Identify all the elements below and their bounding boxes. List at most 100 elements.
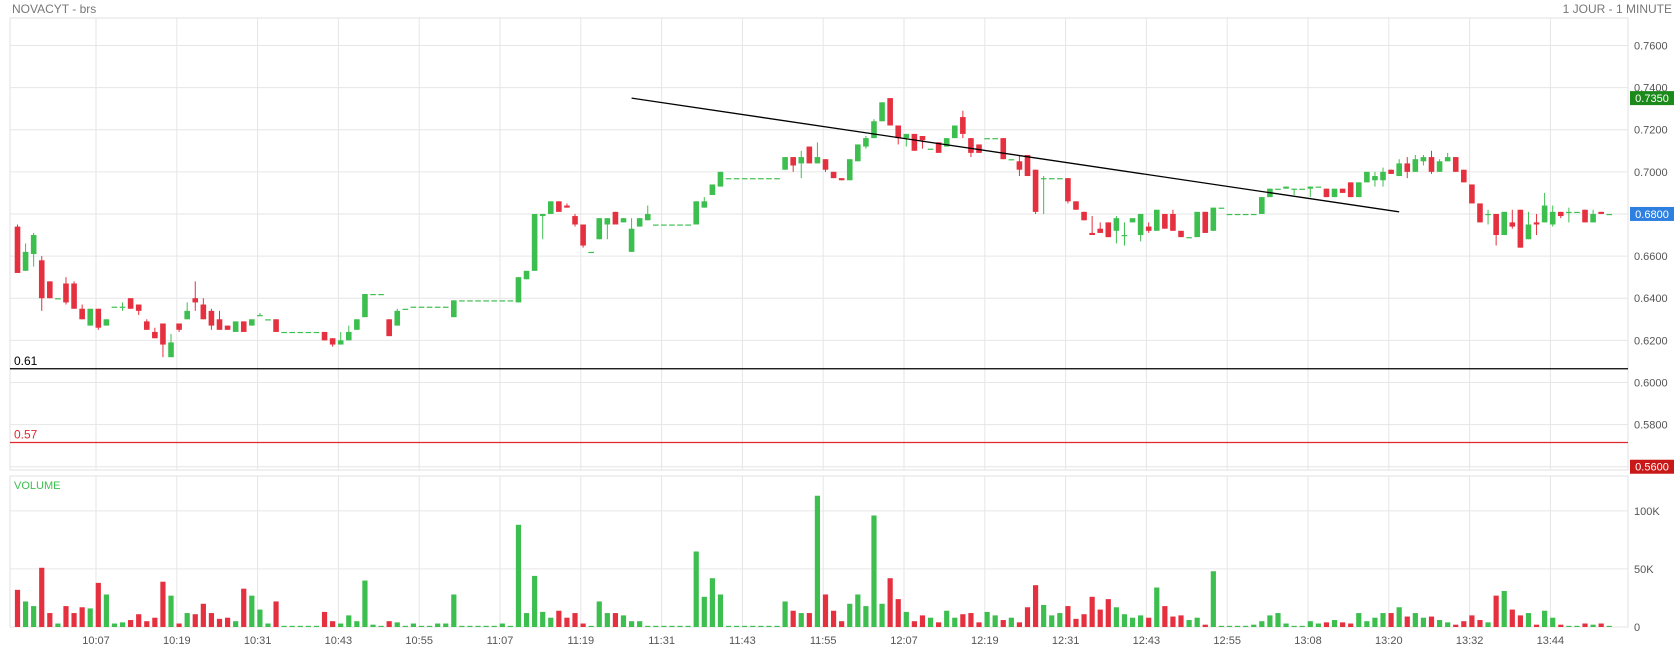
- timeframe-label[interactable]: 1 JOUR - 1 MINUTE: [1562, 2, 1672, 16]
- volume-bar: [362, 580, 368, 627]
- volume-bar: [1000, 620, 1006, 627]
- candle-body: [152, 331, 158, 339]
- volume-bar: [394, 622, 400, 627]
- candle-body: [1153, 209, 1160, 231]
- volume-bar: [1202, 624, 1208, 627]
- volume-bar: [184, 613, 190, 627]
- candle-body: [863, 138, 869, 147]
- candle-body: [418, 306, 425, 308]
- volume-bar: [1323, 622, 1330, 627]
- volume-bar: [790, 610, 796, 627]
- volume-bar: [1024, 607, 1031, 627]
- candle-body: [1040, 178, 1047, 180]
- candle-body: [1501, 211, 1508, 236]
- time-tick-label: 10:43: [325, 635, 353, 647]
- volume-bar: [1234, 625, 1241, 627]
- volume-bar: [1243, 625, 1249, 627]
- axes: 0.5600 0.5800 0.6000 0.6200 0.6400 0.6600 0.68…: [14, 40, 1674, 647]
- volume-bar: [1469, 615, 1475, 627]
- candle-body: [943, 138, 950, 147]
- volume-bar: [499, 623, 505, 627]
- candle-body: [1461, 169, 1467, 183]
- volume-bar: [386, 621, 392, 627]
- candle-body: [38, 260, 45, 299]
- candle-body: [305, 331, 312, 334]
- volume-bar: [596, 601, 602, 627]
- price-tick-label: 0.7000: [1634, 167, 1668, 179]
- candle-body: [1145, 226, 1152, 231]
- time-tick-label: 10:31: [244, 635, 272, 647]
- candle-body: [378, 294, 384, 296]
- grid: [9, 17, 1629, 628]
- volume-bar: [628, 621, 635, 627]
- volume-bar: [1574, 625, 1580, 627]
- candle-body: [127, 298, 134, 309]
- candle-body: [572, 216, 578, 225]
- candle-body: [1493, 213, 1499, 236]
- candle-body: [265, 319, 271, 321]
- volume-bar: [798, 613, 804, 627]
- candle-body: [677, 224, 683, 226]
- time-tick-label: 11:31: [648, 635, 675, 647]
- candle-body: [1355, 182, 1362, 198]
- candle-body: [30, 235, 37, 254]
- candle-body: [935, 142, 942, 153]
- volume-bar: [572, 613, 578, 627]
- candle-body: [620, 218, 627, 223]
- price-badge-label: 0.6800: [1635, 209, 1669, 221]
- volume-bar: [1073, 618, 1079, 627]
- volume-bar: [402, 625, 408, 627]
- volume-bar: [1097, 609, 1103, 627]
- candle-body: [951, 125, 958, 139]
- candle-body: [838, 178, 845, 181]
- volume-bar: [31, 606, 37, 627]
- candle-body: [1121, 235, 1128, 237]
- volume-bar: [370, 624, 376, 627]
- volume-bar: [1186, 620, 1192, 627]
- time-tick-label: 11:55: [810, 635, 837, 647]
- trendline: [631, 97, 1400, 213]
- volume-bar: [330, 621, 336, 627]
- candlestick-series: [14, 98, 1613, 358]
- candle-body: [806, 146, 813, 164]
- volume-bar: [903, 611, 909, 627]
- volume-bar: [1105, 599, 1111, 627]
- volume-bar: [313, 625, 320, 627]
- volume-bar: [1388, 613, 1394, 627]
- candle-body: [596, 218, 603, 240]
- volume-bar: [200, 603, 206, 627]
- volume-bar: [1275, 613, 1281, 627]
- volume-bar: [1542, 610, 1548, 627]
- candle-body: [1509, 222, 1516, 227]
- volume-bar: [1461, 621, 1467, 627]
- volume-bar: [257, 609, 263, 627]
- volume-bar: [927, 617, 934, 627]
- horizontal-levels: 0.61 0.57: [10, 354, 1628, 444]
- candle-body: [774, 178, 780, 180]
- candle-body: [992, 138, 998, 140]
- volume-bar: [1517, 615, 1523, 627]
- time-tick-label: 12:07: [890, 635, 918, 647]
- volume-bar: [839, 621, 845, 627]
- volume-bar: [1453, 624, 1459, 627]
- candle-body: [22, 251, 29, 271]
- candle-body: [1590, 213, 1596, 223]
- candle-body: [628, 228, 635, 252]
- price-badge: [1630, 91, 1674, 106]
- candle-body: [499, 300, 506, 302]
- candle-body: [1202, 211, 1209, 233]
- time-tick-label: 13:08: [1294, 635, 1322, 647]
- volume-bar: [443, 623, 449, 627]
- candle-body: [119, 306, 126, 308]
- volume-bar: [459, 625, 465, 627]
- candle-body: [846, 159, 853, 181]
- volume-bar: [863, 606, 869, 627]
- time-tick-label: 12:43: [1133, 635, 1161, 647]
- volume-bar: [1550, 617, 1556, 627]
- volume-bar: [782, 601, 788, 627]
- volume-bar: [1089, 596, 1095, 627]
- candle-body: [644, 213, 651, 221]
- volume-bar: [1299, 625, 1305, 627]
- candle-body: [1137, 213, 1144, 236]
